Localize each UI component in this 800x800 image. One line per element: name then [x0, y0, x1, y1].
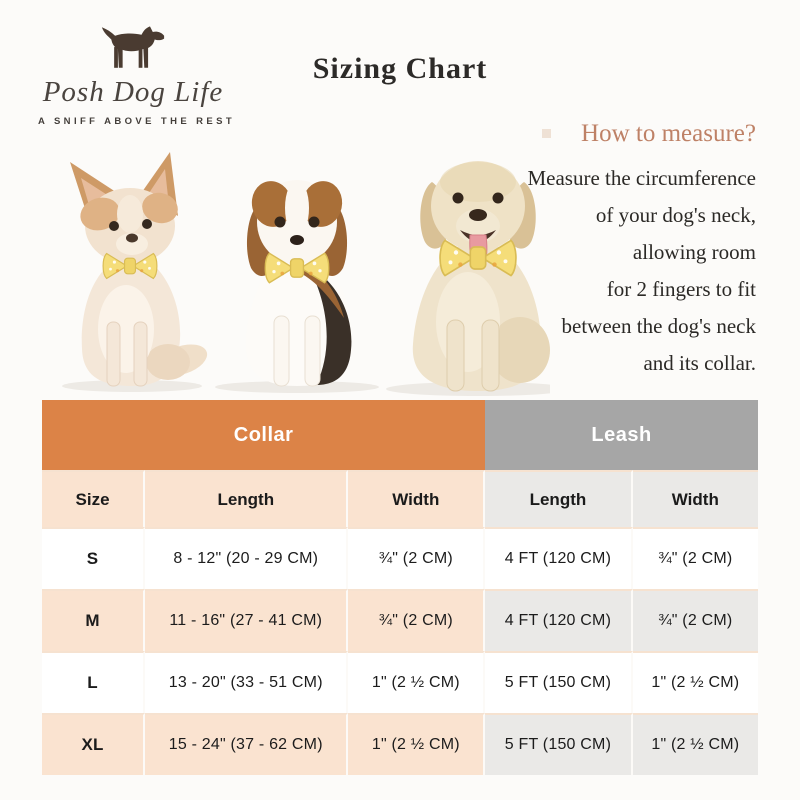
measure-text-line: for 2 fingers to fit	[606, 277, 756, 301]
how-to-measure-section: How to measure? Measure the circumferenc…	[446, 120, 756, 382]
page-title: Sizing Chart	[312, 52, 488, 85]
brand-tagline: A SNIFF ABOVE THE REST	[38, 116, 236, 127]
table-cell: ¾" (2 CM)	[348, 527, 486, 589]
size-cell: M	[42, 589, 146, 651]
table-cell: 1" (2 ½ CM)	[632, 651, 758, 713]
measure-text-line: of your dog's neck,	[595, 203, 756, 227]
size-cell: S	[42, 527, 146, 589]
bullet-icon	[542, 129, 552, 138]
table-cell: 4 FT (120 CM)	[485, 527, 633, 589]
table-cell: ¾" (2 CM)	[348, 589, 486, 651]
table-cell: 1" (2 ½ CM)	[348, 713, 486, 775]
brand-name: Posh Dog Life	[42, 76, 224, 108]
leash-group-header: Leash	[485, 400, 758, 470]
table-cell: 8 - 12" (20 - 29 CM)	[145, 527, 349, 589]
dog-silhouette-icon	[101, 26, 165, 68]
collar-group-header: Collar	[42, 400, 486, 470]
chihuahua-illustration	[70, 152, 208, 387]
table-cell: 4 FT (120 CM)	[485, 589, 633, 651]
table-cell: 11 - 16" (27 - 41 CM)	[145, 589, 349, 651]
shadow	[215, 381, 379, 393]
table-cell: 5 FT (150 CM)	[485, 651, 633, 713]
table-cell: ¾" (2 CM)	[632, 527, 758, 589]
how-to-measure-heading: How to measure?	[446, 120, 756, 148]
table-cell: 13 - 20" (33 - 51 CM)	[145, 651, 349, 713]
dogs-illustration	[62, 152, 550, 396]
column-header-leash-width: Width	[632, 470, 758, 527]
measure-text-line: Measure the circumference	[527, 166, 756, 190]
measure-text-line: and its collar.	[643, 351, 756, 375]
table-cell: 15 - 24" (37 - 62 CM)	[145, 713, 349, 775]
size-cell: XL	[42, 713, 146, 775]
brand-logo: Posh Dog Life A SNIFF ABOVE THE REST	[38, 22, 236, 127]
labrador-illustration	[412, 161, 550, 392]
column-header-leash-length: Length	[485, 470, 633, 527]
table-cell: 5 FT (150 CM)	[485, 713, 633, 775]
beagle-illustration	[245, 180, 352, 387]
sizing-table: Collar Leash Size Length Width Length Wi…	[42, 400, 758, 775]
how-to-measure-heading-text: How to measure?	[581, 120, 756, 147]
table-cell: ¾" (2 CM)	[632, 589, 758, 651]
size-cell: L	[42, 651, 146, 713]
column-header-collar-length: Length	[145, 470, 349, 527]
column-header-collar-width: Width	[348, 470, 486, 527]
measure-text-line: allowing room	[632, 240, 756, 264]
measure-text-line: between the dog's neck	[561, 314, 756, 338]
table-cell: 1" (2 ½ CM)	[632, 713, 758, 775]
table-cell: 1" (2 ½ CM)	[348, 651, 486, 713]
column-header-size: Size	[42, 470, 146, 527]
